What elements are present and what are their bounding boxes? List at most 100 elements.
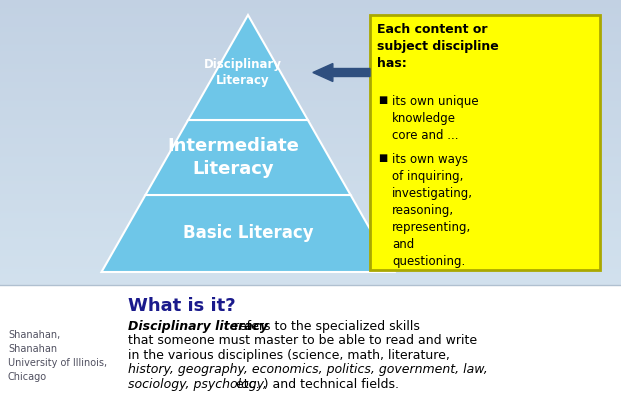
Bar (0, 392, 621, 393)
Bar (0, 105, 621, 107)
Bar (0, 26, 621, 28)
Bar (0, 16, 621, 17)
Bar (0, 294, 621, 295)
Bar (0, 273, 621, 275)
Bar (0, 72, 621, 73)
Bar (0, 110, 621, 111)
Bar (0, 31, 621, 32)
Bar (0, 364, 621, 365)
Bar (0, 210, 621, 211)
Bar (0, 85, 621, 87)
Bar (0, 151, 621, 152)
Bar (0, 368, 621, 369)
Text: Shanahan,
Shanahan
University of Illinois,
Chicago: Shanahan, Shanahan University of Illinoi… (8, 330, 107, 382)
Bar (0, 238, 621, 239)
Bar (0, 313, 621, 314)
Bar (0, 323, 621, 325)
Bar (0, 237, 621, 239)
Bar (0, 102, 621, 103)
Bar (0, 216, 621, 218)
Bar (0, 258, 621, 260)
Bar (0, 291, 621, 293)
Bar (0, 167, 621, 169)
Text: Disciplinary literacy: Disciplinary literacy (128, 320, 268, 333)
Bar (0, 268, 621, 269)
Bar (0, 244, 621, 246)
Bar (0, 46, 621, 47)
Bar (0, 23, 621, 24)
Bar (0, 123, 621, 124)
Bar (0, 108, 621, 109)
Bar (0, 243, 621, 245)
Bar (0, 81, 621, 83)
Bar (0, 370, 621, 372)
Bar (0, 234, 621, 235)
Bar (0, 150, 621, 152)
Bar (0, 201, 621, 203)
Bar (0, 65, 621, 66)
Bar (0, 155, 621, 156)
Bar (0, 207, 621, 209)
Bar (0, 4, 621, 6)
Bar (0, 204, 621, 205)
Bar (0, 220, 621, 222)
Bar (0, 172, 621, 173)
Bar (0, 257, 621, 258)
Bar (0, 196, 621, 198)
Bar (0, 187, 621, 188)
Bar (0, 2, 621, 4)
Bar (0, 18, 621, 19)
Bar (0, 329, 621, 331)
Bar (0, 203, 621, 205)
Bar (0, 161, 621, 162)
Bar (0, 351, 621, 352)
Bar (0, 35, 621, 36)
Bar (0, 178, 621, 179)
Bar (0, 49, 621, 51)
Bar (0, 366, 621, 367)
Bar (0, 170, 621, 171)
Bar (0, 211, 621, 213)
Bar (0, 276, 621, 278)
Bar (0, 107, 621, 109)
Bar (0, 116, 621, 117)
Text: ■: ■ (378, 95, 388, 105)
Bar (0, 34, 621, 36)
Bar (0, 246, 621, 248)
Bar (0, 200, 621, 201)
Bar (0, 38, 621, 40)
Bar (0, 341, 621, 342)
Bar (0, 33, 621, 34)
Text: Intermediate
Literacy: Intermediate Literacy (167, 137, 299, 178)
Bar (0, 209, 621, 211)
Bar (0, 168, 621, 169)
Bar (0, 179, 621, 181)
Bar (0, 73, 621, 75)
Bar (0, 283, 621, 284)
Bar (0, 235, 621, 237)
Bar (0, 12, 621, 13)
Text: ■: ■ (378, 153, 388, 163)
Bar (0, 90, 621, 92)
Bar (0, 374, 621, 376)
Bar (0, 20, 621, 21)
Bar (0, 109, 621, 111)
Bar (0, 308, 621, 310)
Bar (0, 63, 621, 64)
Bar (0, 219, 621, 220)
Bar (0, 250, 621, 252)
Bar (0, 321, 621, 322)
Bar (0, 227, 621, 228)
Bar (0, 56, 621, 58)
Bar (0, 192, 621, 194)
Bar (0, 84, 621, 85)
Bar (0, 114, 621, 115)
Bar (0, 336, 621, 337)
Text: that someone must master to be able to read and write: that someone must master to be able to r… (128, 335, 477, 348)
Bar (0, 357, 621, 359)
Bar (0, 106, 621, 107)
Bar (0, 223, 621, 224)
Bar (0, 365, 621, 367)
Bar (0, 83, 621, 85)
Bar (0, 342, 621, 344)
